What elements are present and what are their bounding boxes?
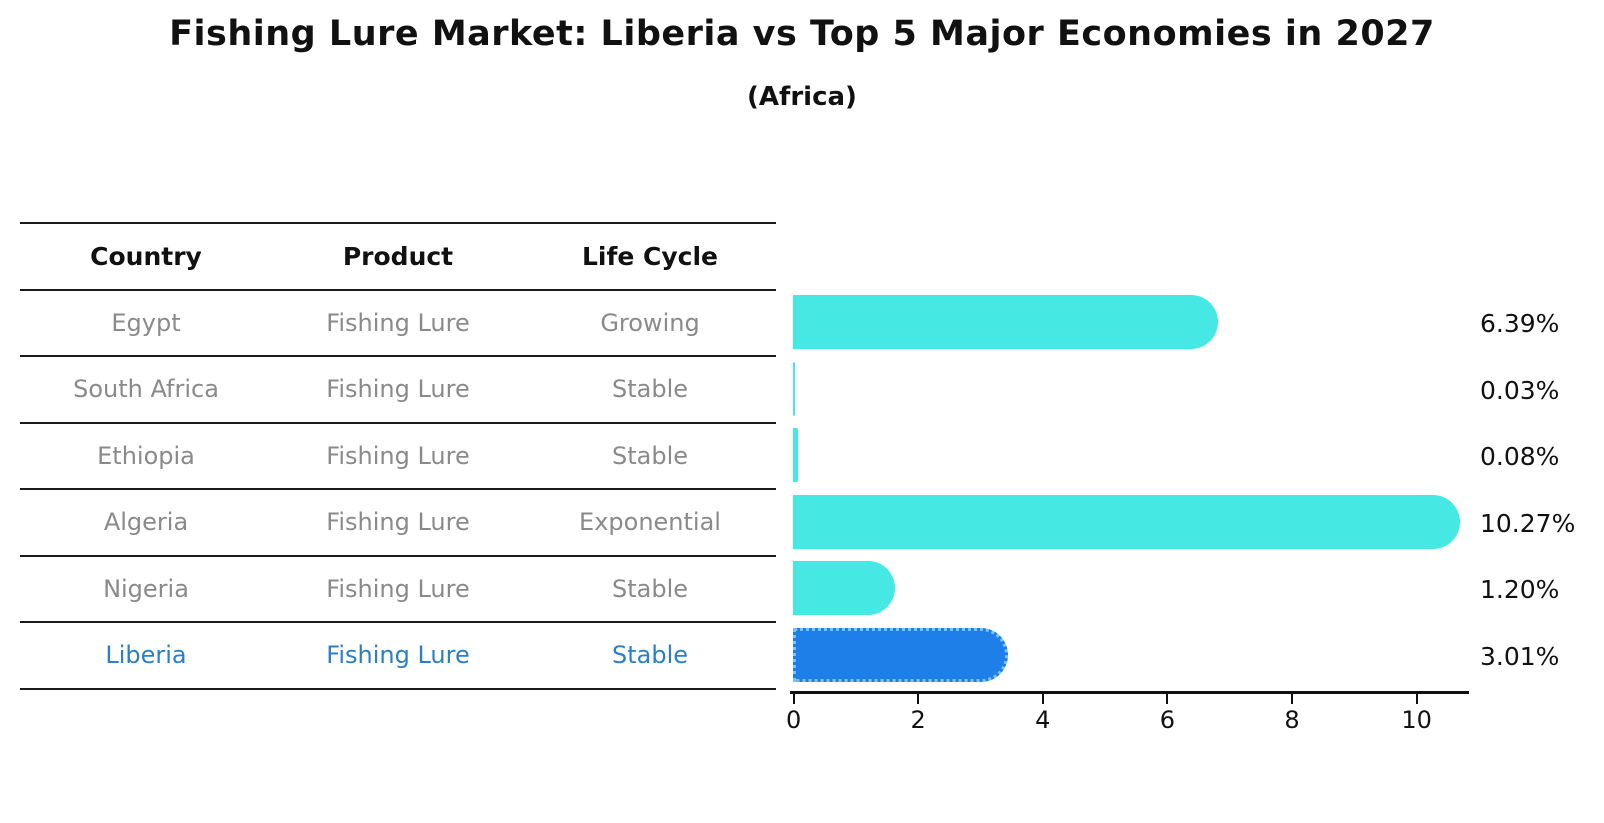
value-label-nigeria: 1.20% — [1480, 575, 1560, 605]
bar-nigeria — [793, 561, 895, 616]
cell-country: Nigeria — [103, 574, 189, 603]
chart-subtitle: (Africa) — [747, 82, 857, 112]
cell-life_cycle: Exponential — [579, 508, 721, 537]
column-header-country: Country — [90, 241, 202, 271]
column-header-life-cycle: Life Cycle — [581, 241, 719, 271]
bar-egypt — [793, 294, 1219, 349]
table-row-nigeria: Nigeria Fishing Lure Stable — [20, 557, 776, 623]
table-row-liberia: Liberia Fishing Lure Stable — [20, 623, 776, 690]
bar-liberia — [793, 627, 1008, 682]
cell-life_cycle: Stable — [611, 641, 689, 670]
x-tick-8 — [1291, 694, 1293, 704]
x-tick-label-4: 4 — [1035, 706, 1051, 734]
table-row-south-africa: South Africa Fishing Lure Stable — [20, 357, 776, 424]
cell-product: Fishing Lure — [326, 641, 470, 670]
x-tick-label-0: 0 — [785, 706, 802, 734]
table-row-algeria: Algeria Fishing Lure Exponential — [20, 490, 776, 557]
x-tick-label-8: 8 — [1284, 706, 1300, 734]
x-tick-label-10: 10 — [1401, 706, 1432, 734]
table-row-egypt: Egypt Fishing Lure Growing — [20, 291, 776, 357]
cell-life_cycle: Growing — [600, 308, 700, 337]
cell-product: Fishing Lure — [326, 574, 470, 603]
cell-country: Egypt — [111, 308, 181, 337]
cell-life_cycle: Stable — [611, 441, 689, 470]
cell-life_cycle: Stable — [611, 375, 689, 404]
x-tick-4 — [1041, 694, 1044, 704]
value-label-south-africa: 0.03% — [1480, 375, 1560, 405]
bar-algeria — [793, 494, 1460, 549]
cell-product: Fishing Lure — [326, 441, 470, 470]
country-table: Country Product Life Cycle Egypt Fishing Lur… — [20, 222, 776, 690]
cell-product: Fishing Lure — [326, 308, 470, 337]
cell-life_cycle: Stable — [611, 574, 689, 603]
column-header-product: Product — [342, 241, 454, 271]
value-label-egypt: 6.39% — [1480, 308, 1560, 338]
x-tick-2 — [917, 694, 920, 704]
chart-title: Fishing Lure Market: Liberia vs Top 5 Ma… — [169, 14, 1435, 54]
cell-product: Fishing Lure — [326, 375, 470, 404]
value-label-liberia: 3.01% — [1480, 641, 1560, 671]
value-label-algeria: 10.27% — [1480, 508, 1576, 538]
cell-country: Algeria — [103, 508, 189, 537]
x-tick-0 — [792, 694, 795, 704]
x-tick-6 — [1166, 694, 1169, 704]
x-axis-line — [790, 691, 1469, 694]
x-tick-label-6: 6 — [1159, 706, 1176, 734]
cell-country: Ethiopia — [97, 441, 195, 470]
cell-country: South Africa — [73, 375, 219, 404]
table-header-row: Country Product Life Cycle — [20, 224, 776, 291]
cell-country: Liberia — [105, 641, 187, 670]
cell-product: Fishing Lure — [326, 508, 470, 537]
table-row-ethiopia: Ethiopia Fishing Lure Stable — [20, 424, 776, 490]
value-label-ethiopia: 0.08% — [1480, 442, 1560, 472]
bar-south-africa — [793, 361, 795, 416]
x-tick-10 — [1415, 694, 1418, 704]
x-tick-label-2: 2 — [910, 706, 926, 734]
bar-ethiopia — [793, 428, 798, 483]
